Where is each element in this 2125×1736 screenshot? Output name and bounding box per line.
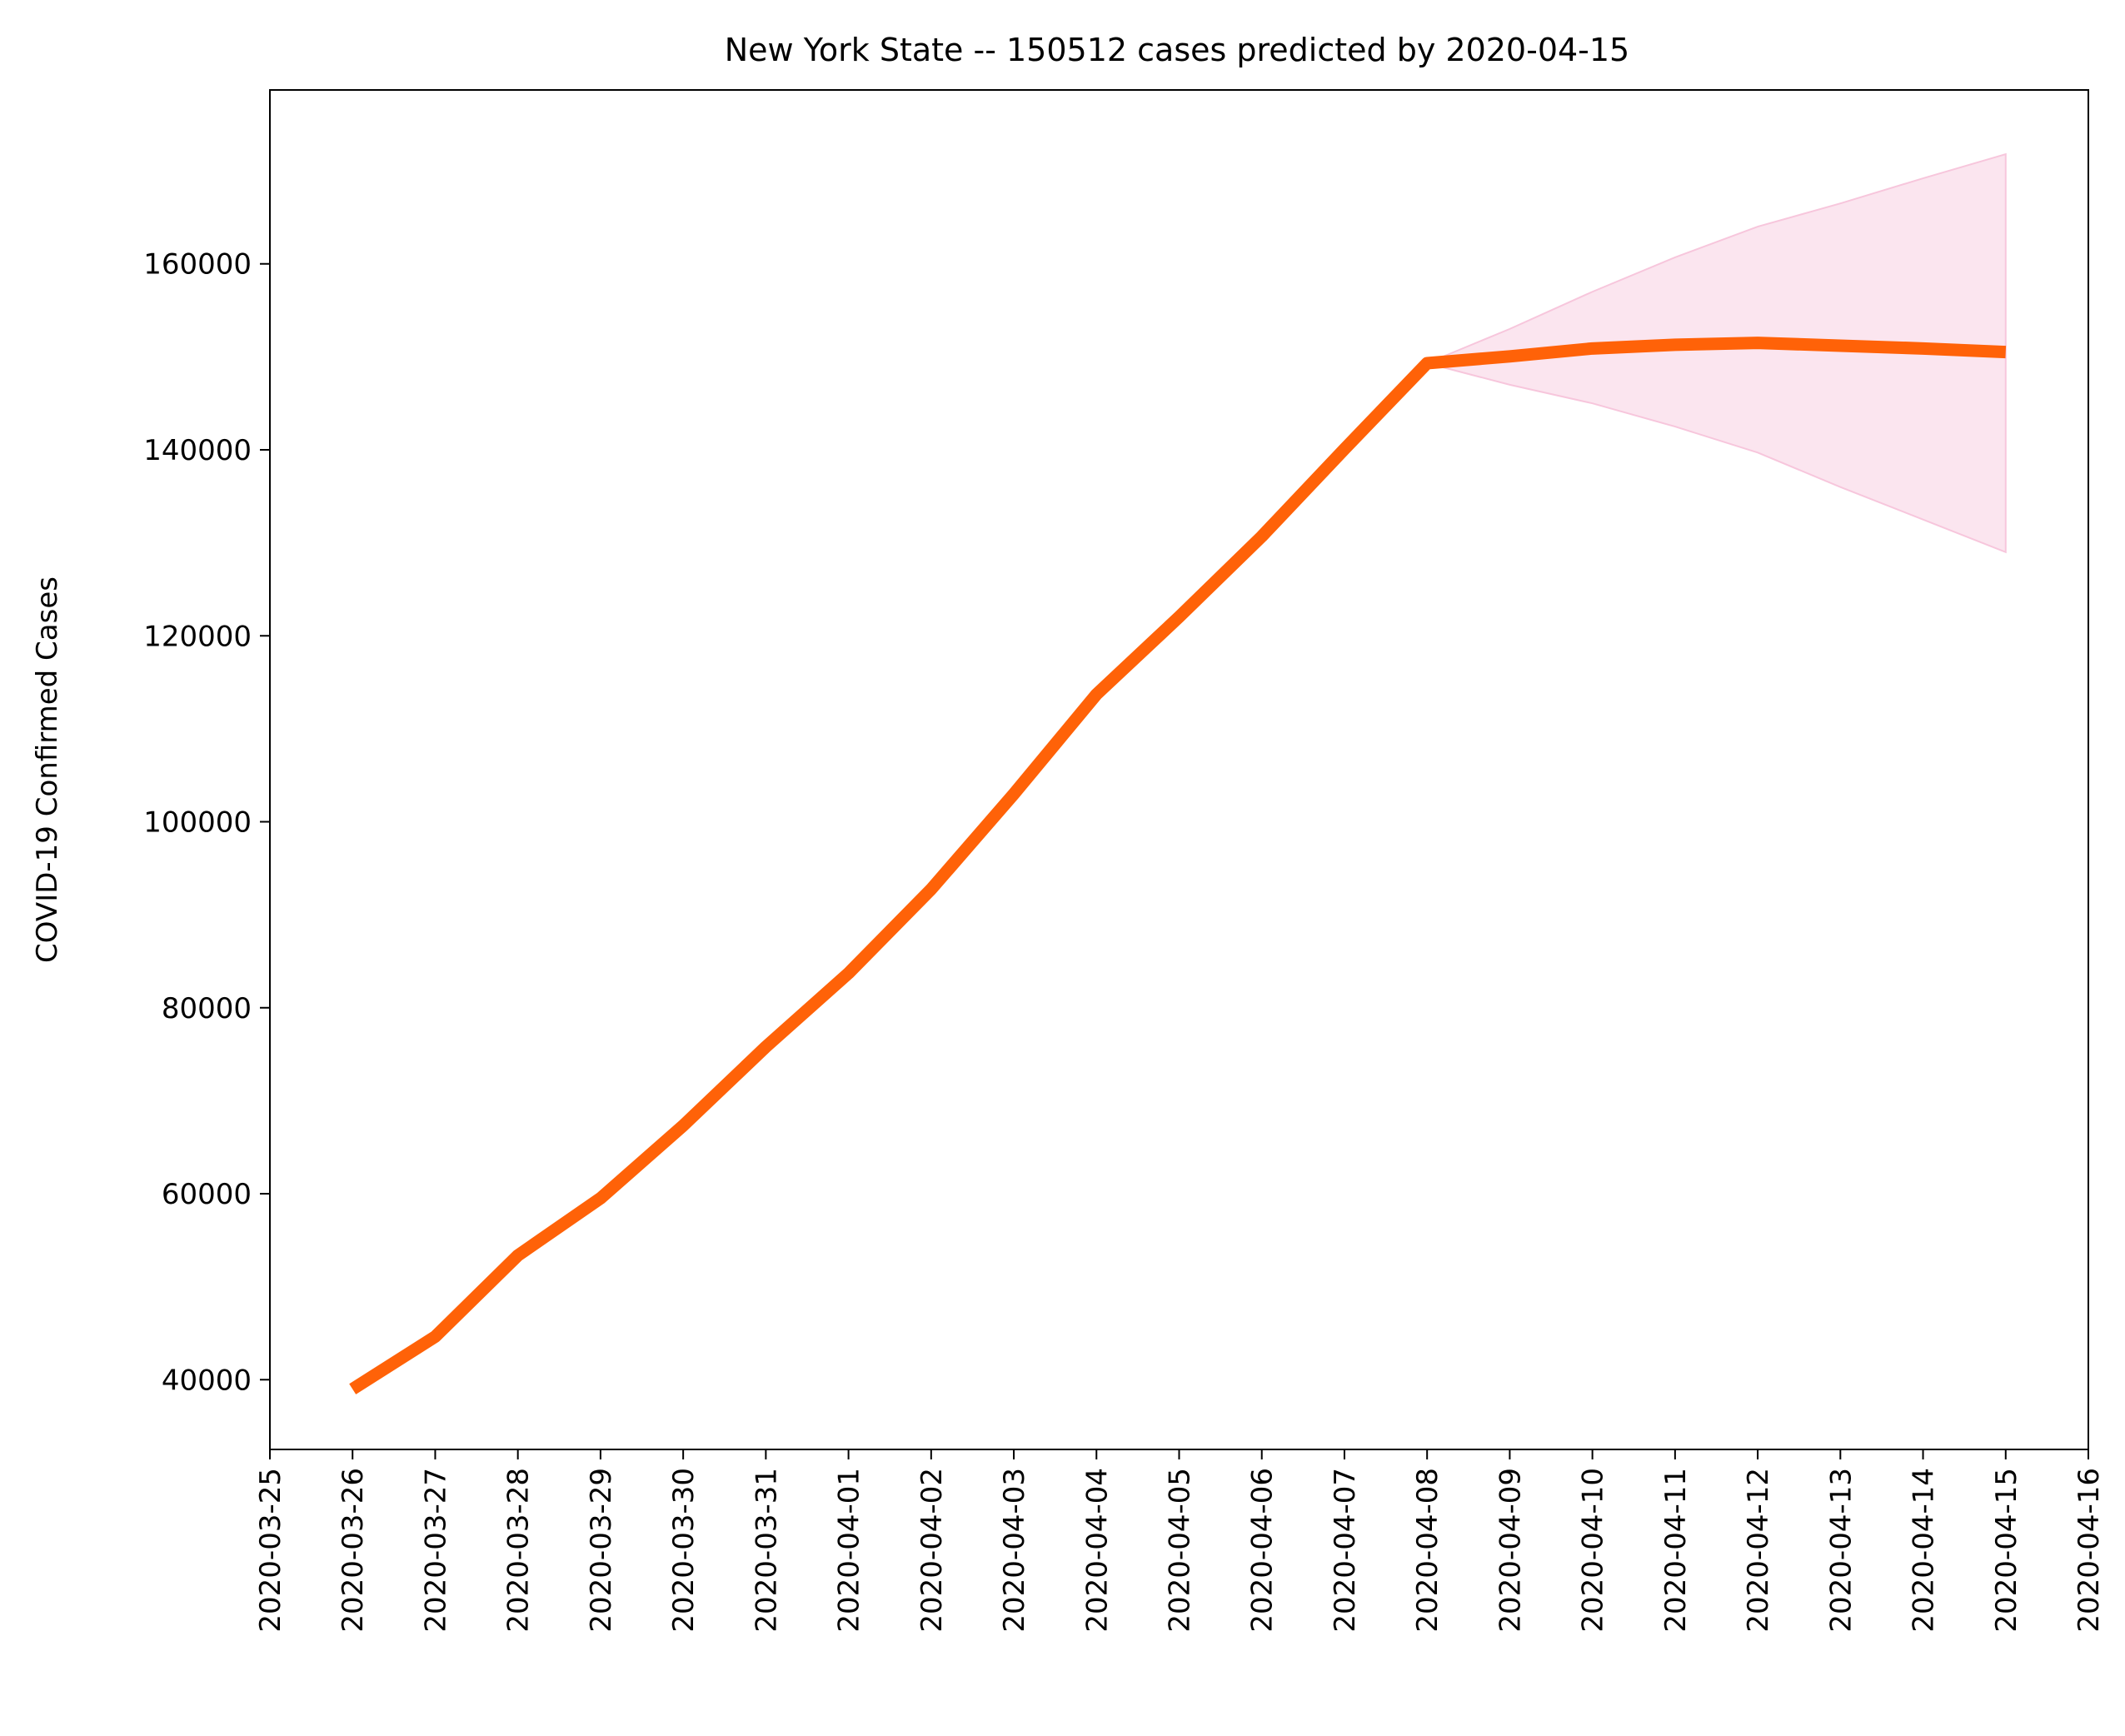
axes-frame [269, 89, 2089, 1450]
x-tick-label: 2020-03-26 [337, 1468, 370, 1633]
x-tick-label: 2020-03-28 [502, 1468, 536, 1633]
x-tick-label: 2020-04-09 [1494, 1468, 1527, 1633]
x-tick-label: 2020-03-27 [419, 1468, 452, 1633]
chart-title: New York State -- 150512 cases predicted… [725, 32, 1630, 68]
y-tick-label: 60000 [162, 1178, 252, 1211]
y-tick-label: 140000 [143, 434, 252, 467]
x-tick-label: 2020-04-01 [833, 1468, 866, 1633]
x-tick-label: 2020-04-02 [915, 1468, 949, 1633]
y-tick-label: 40000 [162, 1364, 252, 1397]
x-tick-label: 2020-04-06 [1246, 1468, 1279, 1633]
x-axis-ticks: 2020-03-25 2020-03-26 2020-03-27 2020-03-28… [254, 1449, 2106, 1633]
x-tick-label: 2020-03-29 [585, 1468, 618, 1633]
x-tick-label: 2020-04-05 [1164, 1468, 1197, 1633]
y-axis-ticks: 40000 60000 80000 100000 120000 140000 160000 [143, 248, 270, 1397]
x-tick-label: 2020-04-12 [1742, 1468, 1775, 1633]
x-tick-label: 2020-04-04 [1080, 1468, 1114, 1633]
plot-area [349, 152, 2007, 1394]
x-tick-label: 2020-04-14 [1908, 1468, 1941, 1633]
x-tick-label: 2020-03-25 [254, 1468, 287, 1633]
y-tick-label: 160000 [143, 248, 252, 282]
x-tick-label: 2020-04-11 [1659, 1468, 1693, 1633]
series-line-0 [349, 337, 2007, 1394]
y-tick-label: 120000 [143, 620, 252, 653]
x-tick-label: 2020-04-16 [2073, 1468, 2106, 1633]
y-tick-label: 100000 [143, 806, 252, 840]
x-tick-label: 2020-04-10 [1577, 1468, 1610, 1633]
x-tick-label: 2020-04-13 [1824, 1468, 1858, 1633]
x-tick-label: 2020-04-03 [998, 1468, 1031, 1633]
y-tick-label: 80000 [162, 992, 252, 1025]
x-tick-label: 2020-04-15 [1990, 1468, 2023, 1633]
y-axis-label: COVID-19 Confirmed Cases [31, 576, 64, 963]
x-tick-label: 2020-04-07 [1329, 1468, 1362, 1633]
x-tick-label: 2020-03-30 [667, 1468, 701, 1633]
x-tick-label: 2020-04-08 [1411, 1468, 1444, 1633]
prediction-band [1424, 152, 2007, 554]
x-tick-label: 2020-03-31 [750, 1468, 783, 1633]
